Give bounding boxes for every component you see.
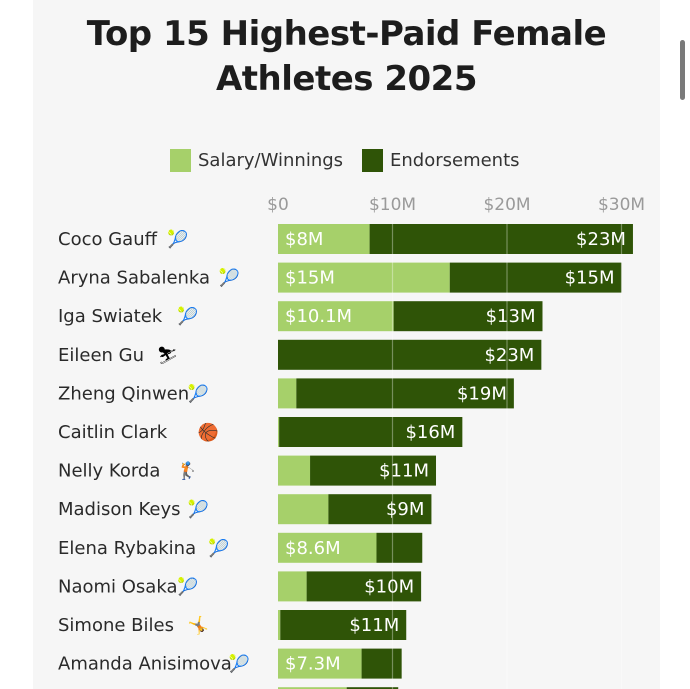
- bar-label-endorsements: $11M: [379, 461, 429, 482]
- tennis-icon: 🎾: [208, 538, 229, 559]
- bar-label-salary: $10.1M: [285, 306, 352, 327]
- bar-label-endorsements: $23M: [576, 229, 626, 250]
- gymnast-icon: 🤸: [188, 615, 209, 636]
- tennis-icon: 🎾: [188, 499, 209, 520]
- legend-label-salary: Salary/Winnings: [198, 150, 344, 171]
- x-tick-label: $20M: [483, 195, 530, 215]
- bar-endorsements: [346, 687, 399, 689]
- athlete-name: Coco Gauff: [58, 229, 158, 250]
- x-tick-label: $0: [267, 195, 289, 215]
- athlete-name: Zheng Qinwen: [58, 383, 189, 404]
- athlete-name: Eileen Gu: [58, 345, 144, 366]
- bar-endorsements: [449, 262, 622, 293]
- bar-endorsements: [393, 301, 543, 332]
- bar-endorsements: [279, 417, 463, 447]
- bar-salary: [278, 687, 347, 689]
- page-margin-right: [660, 0, 690, 689]
- bar-label-endorsements: $16M: [405, 422, 455, 443]
- basketball-icon: 🏀: [198, 421, 219, 443]
- legend-swatch-salary: [170, 149, 191, 172]
- legend-label-endorsements: Endorsements: [390, 150, 520, 171]
- bar-salary: [278, 378, 297, 409]
- page-margin-left: [0, 0, 33, 689]
- athlete-name: Elena Rybakina: [58, 538, 196, 559]
- bar-label-salary: $7.3M: [285, 654, 341, 675]
- bar-salary: [278, 571, 307, 602]
- tennis-icon: 🎾: [177, 306, 198, 327]
- athlete-name: Caitlin Clark: [58, 422, 168, 443]
- bar-label-endorsements: $15M: [565, 268, 615, 289]
- bar-endorsements: [328, 494, 432, 525]
- athlete-name: Simone Biles: [58, 615, 174, 636]
- bar-label-endorsements: $23M: [484, 345, 534, 366]
- bar-endorsements: [280, 610, 407, 640]
- bar-salary: [278, 610, 281, 640]
- tennis-icon: 🎾: [188, 383, 209, 404]
- bar-label-endorsements: $9M: [386, 499, 424, 520]
- bar-salary: [278, 648, 362, 679]
- tennis-icon: 🎾: [167, 229, 188, 250]
- bar-salary: [278, 532, 377, 563]
- bar-label-salary: $15M: [285, 268, 335, 289]
- athlete-name: Nelly Korda: [58, 461, 160, 482]
- bar-endorsements: [361, 648, 402, 679]
- bar-endorsements: [296, 378, 514, 409]
- bar-label-salary: $8M: [285, 229, 323, 250]
- bar-label-endorsements: $19M: [457, 383, 507, 404]
- bar-label-endorsements: $10M: [364, 576, 414, 597]
- tennis-icon: 🎾: [229, 654, 250, 675]
- bar-salary: [278, 224, 370, 254]
- tennis-icon: 🎾: [177, 576, 198, 597]
- bar-salary: [278, 494, 329, 525]
- bar-salary: [278, 262, 450, 293]
- bar-label-endorsements: $11M: [349, 615, 399, 636]
- chart-title-line-2: Athletes 2025: [215, 59, 478, 99]
- bar-salary: [278, 455, 311, 486]
- scrollbar-thumb[interactable]: [680, 40, 685, 100]
- bar-endorsements: [310, 455, 437, 486]
- bar-salary: [278, 417, 280, 447]
- tennis-icon: 🎾: [219, 268, 240, 289]
- bar-endorsements: [376, 532, 423, 563]
- skier-icon: ⛷: [157, 346, 179, 366]
- bar-endorsements: [278, 339, 542, 370]
- chart-title: Top 15 Highest-Paid Female Athletes 2025: [33, 12, 660, 102]
- legend-swatch-endorsements: [362, 149, 383, 172]
- bar-label-endorsements: $13M: [486, 306, 536, 327]
- athlete-name: Madison Keys: [58, 499, 181, 520]
- x-tick-label: $30M: [598, 195, 645, 215]
- athlete-name: Aryna Sabalenka: [58, 268, 210, 289]
- bar-endorsements: [369, 224, 633, 254]
- chart-title-line-1: Top 15 Highest-Paid Female: [86, 14, 607, 54]
- x-tick-label: $10M: [369, 195, 416, 215]
- bar-label-salary: $8.6M: [285, 538, 341, 559]
- athlete-name: Iga Swiatek: [58, 306, 163, 327]
- golfer-icon: 🏌: [177, 461, 198, 482]
- athlete-name: Naomi Osaka: [58, 576, 177, 597]
- bar-endorsements: [306, 571, 422, 602]
- bar-salary: [278, 301, 394, 332]
- athlete-name: Amanda Anisimova: [58, 654, 232, 675]
